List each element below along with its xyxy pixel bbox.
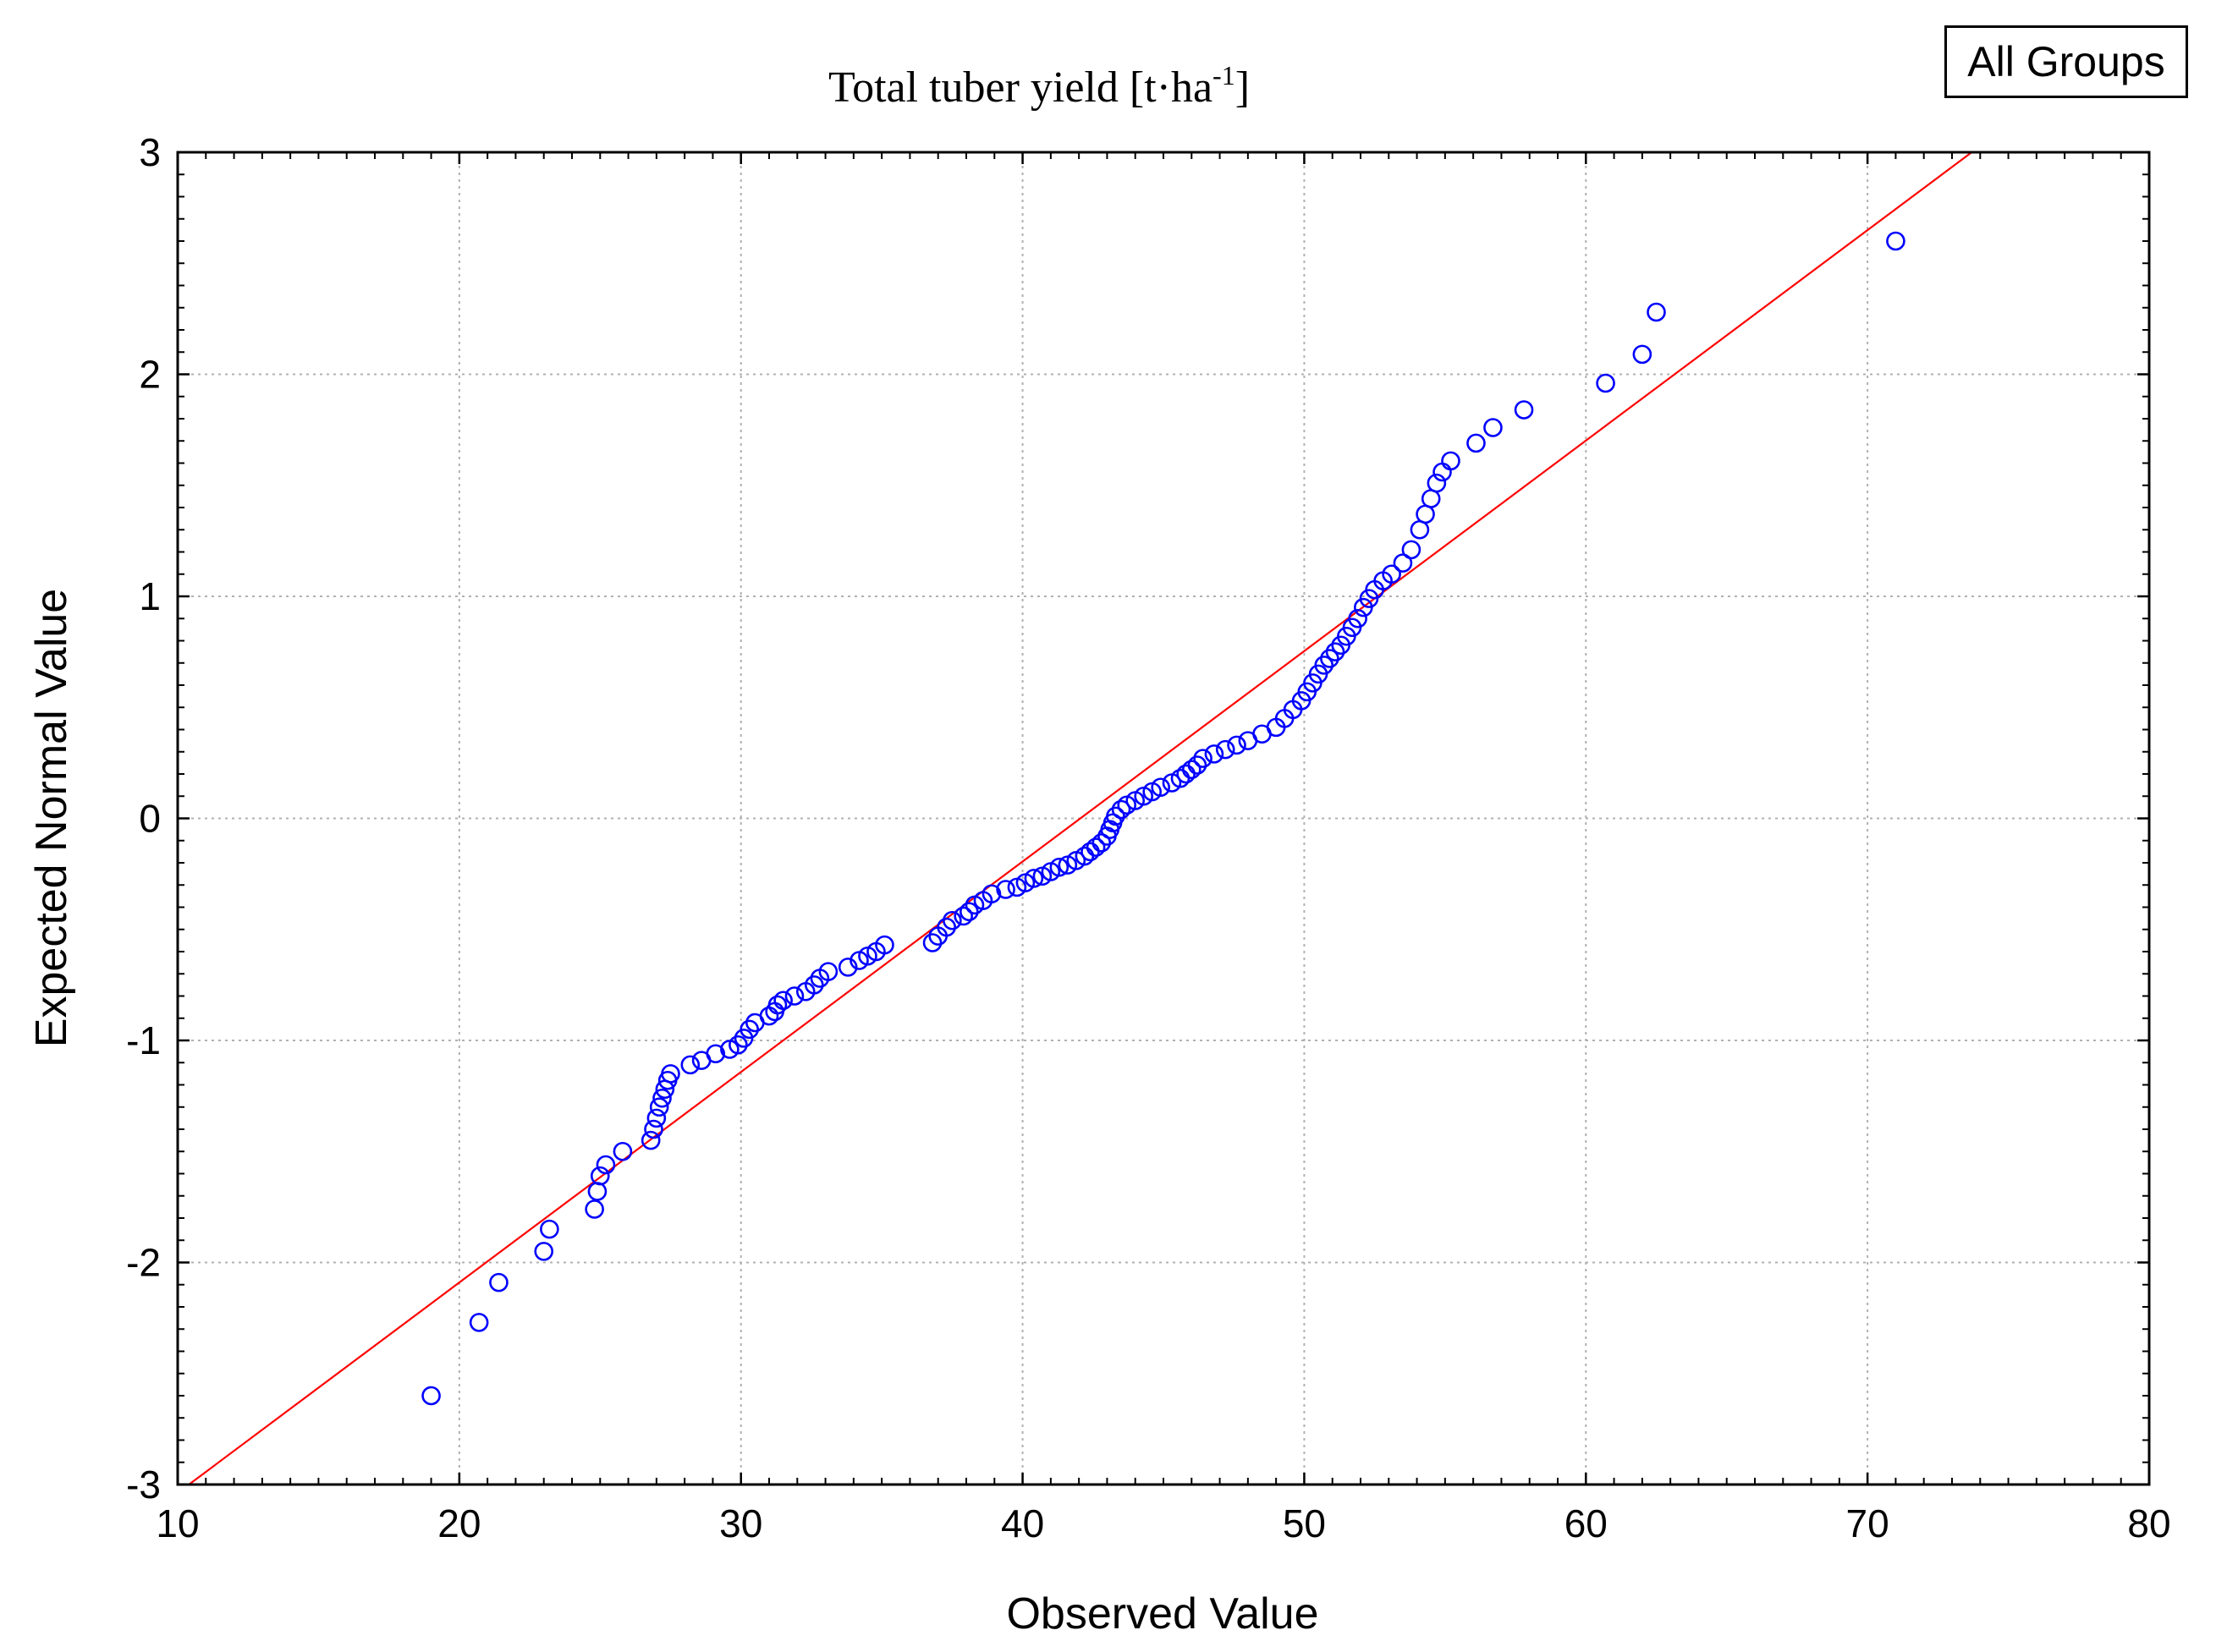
data-point: [1106, 806, 1125, 826]
data-point: [1382, 564, 1401, 585]
x-tick-label: 20: [437, 1501, 481, 1545]
y-tick-label: 2: [139, 353, 161, 397]
y-tick-label: -1: [126, 1018, 161, 1062]
x-tick-label: 70: [1846, 1501, 1889, 1545]
y-tick-label: -3: [126, 1463, 161, 1507]
data-point: [1049, 857, 1070, 877]
data-point: [1092, 833, 1112, 853]
axis-ticks: [176, 151, 2151, 1486]
x-tick-label: 80: [2127, 1501, 2170, 1545]
data-point: [1886, 231, 1905, 251]
data-point: [1514, 400, 1534, 420]
data-point: [1466, 433, 1486, 453]
data-point: [1215, 739, 1235, 760]
y-tick-labels: -3 -2 -1 0 1 2 3: [126, 130, 161, 1507]
data-point: [613, 1141, 633, 1161]
data-point: [1596, 373, 1615, 393]
data-point: [729, 1035, 748, 1055]
data-point: [767, 995, 788, 1015]
data-point: [960, 902, 979, 922]
x-tick-label: 30: [719, 1501, 762, 1545]
data-point: [489, 1272, 509, 1293]
y-tick-label: -2: [126, 1241, 161, 1285]
data-point: [680, 1055, 701, 1075]
data-point: [1086, 837, 1106, 857]
grid-lines: [178, 152, 2149, 1485]
data-point: [1151, 777, 1170, 798]
data-point: [641, 1130, 661, 1150]
data-point: [540, 1219, 559, 1239]
data-point: [534, 1242, 554, 1261]
data-point: [585, 1199, 604, 1219]
data-point: [1024, 869, 1044, 888]
data-point: [1483, 418, 1503, 437]
data-point: [1204, 744, 1224, 764]
x-tick-label: 10: [156, 1501, 199, 1545]
data-point: [1427, 473, 1447, 493]
data-point: [644, 1119, 663, 1139]
data-point: [996, 880, 1015, 899]
chart-title-superscript: -1: [1212, 60, 1235, 91]
data-point: [652, 1088, 672, 1108]
y-tick-label: 1: [139, 574, 161, 618]
data-point: [1401, 540, 1421, 560]
data-point: [1320, 649, 1339, 668]
data-point: [421, 1386, 441, 1406]
x-tick-labels: 10 20 30 40 50 60 70 80: [156, 1501, 2170, 1545]
data-point: [922, 933, 943, 952]
data-point: [469, 1313, 489, 1332]
data-point: [1314, 656, 1334, 675]
data-point: [773, 991, 793, 1011]
data-point: [943, 910, 962, 930]
data-point: [804, 975, 824, 995]
legend-label: All Groups: [1967, 38, 2165, 85]
data-point: [818, 962, 839, 981]
data-points: [421, 231, 1905, 1406]
y-tick-label: 3: [139, 130, 161, 174]
data-point: [982, 884, 1002, 904]
data-point: [590, 1166, 610, 1186]
chart-title-end: ]: [1235, 63, 1250, 112]
x-tick-label: 50: [1283, 1501, 1326, 1545]
data-point: [838, 958, 858, 977]
data-point: [1227, 735, 1246, 755]
data-point: [1325, 642, 1345, 661]
data-point: [646, 1108, 667, 1128]
chart-title: Total tuber yield [t·ha-1]: [828, 60, 1250, 112]
reference-line: [188, 151, 1972, 1485]
x-tick-label: 40: [1001, 1501, 1044, 1545]
data-point: [1193, 749, 1212, 768]
data-point: [937, 917, 956, 937]
data-point: [740, 1019, 760, 1040]
data-point: [649, 1097, 669, 1117]
data-point: [661, 1064, 680, 1084]
x-axis-label: Observed Value: [1006, 1589, 1318, 1638]
x-tick-label: 60: [1564, 1501, 1608, 1545]
data-point: [1441, 451, 1460, 471]
data-point: [706, 1044, 726, 1064]
data-point: [954, 906, 973, 926]
y-axis-label: Expected Normal Value: [27, 589, 76, 1047]
data-point: [1393, 553, 1413, 573]
y-tick-label: 0: [139, 797, 161, 841]
data-point: [784, 986, 805, 1006]
data-point: [596, 1155, 616, 1175]
legend-box: All Groups: [1944, 25, 2188, 98]
data-point: [1647, 302, 1666, 322]
data-point: [875, 935, 894, 955]
data-point: [1181, 760, 1201, 780]
data-point: [1187, 755, 1207, 775]
data-point: [1348, 608, 1367, 628]
data-point: [1111, 799, 1131, 820]
data-point: [1632, 344, 1652, 365]
chart-title-main: Total tuber yield [t·ha: [828, 63, 1212, 112]
